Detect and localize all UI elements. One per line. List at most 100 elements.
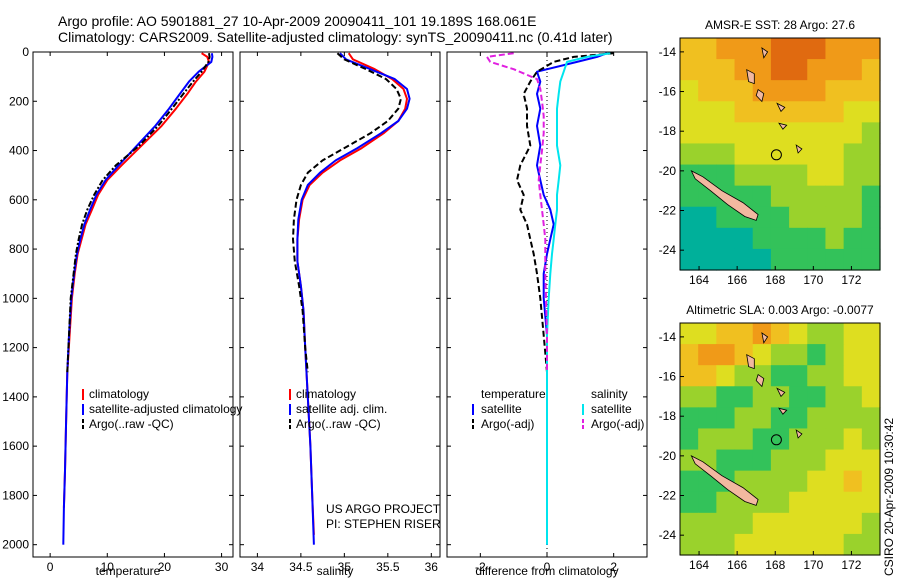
sla_map-cell [807,512,827,535]
sla_map-cell [807,365,827,387]
sla_map-cell [843,533,863,556]
sst_map-cell [861,122,881,145]
sla_map-cell [825,470,845,493]
temperature-legend-entry: satellite-adjusted climatology [89,402,242,416]
sst_map-cell [752,185,772,208]
sla_map-cell [716,449,736,472]
sst_map-cell [734,38,754,60]
sst_map-cell [734,122,754,145]
difference-legend-entry: Argo(-adj) [481,417,534,431]
sla_map-cell [770,512,790,535]
salinity-xtick-label: 35.5 [376,560,400,574]
sst_map-cell [734,248,754,271]
sst_map-cell [698,206,717,229]
sst_map-cell [843,143,863,166]
sla_map-cell [770,470,790,493]
sla_map-cell [861,449,881,472]
sla_map-cell [734,512,754,535]
sst_map-cell [807,164,827,187]
sst_map-cell [825,164,845,187]
sst_map-cell [843,248,863,271]
difference-legend-group-title: temperature [481,387,546,401]
salinity-xtick-label: 35 [338,560,352,574]
sla_map-cell [698,512,717,535]
sla_map-ytick-label: -14 [659,330,677,344]
salinity-xtick-label: 34 [251,560,265,574]
sla_map-cell [680,512,699,535]
sst_map-xtick-label: 164 [689,273,709,287]
sst_map-cell [807,59,827,81]
sst_map-cell [752,227,772,250]
sst_map-cell [843,206,863,229]
sst_map-cell [716,59,736,81]
sla_map-cell [825,428,845,451]
temperature-series-argo [66,53,211,373]
sst_map-cell [734,164,754,187]
sla_map-cell [789,491,808,514]
sla_map-cell [807,449,827,472]
temperature-xtick-label: 20 [158,560,172,574]
sst_map-cell [825,227,845,250]
sst_map-cell [861,206,881,229]
sst_map-cell [861,101,881,123]
sla_map-cell [825,323,845,345]
sla_map-cell [807,533,827,556]
sla_map-cell [807,386,827,408]
sla_map-cell [807,491,827,514]
temperature-xtick-label: 0 [47,560,54,574]
sst_map-cell [770,80,790,102]
difference-legend-entry: satellite [481,402,522,416]
sla_map-cell [734,428,754,451]
sla_map-cell [789,512,808,535]
sst_map-cell [825,122,845,145]
sla_map-cell [825,533,845,556]
difference-series-temp_argo [516,52,614,373]
sst_map-cell [789,80,808,102]
sst_map-cell [698,38,717,60]
sst_map-cell [770,38,790,60]
sla_map-cell [843,491,863,514]
sst_map-title: AMSR-E SST: 28 Argo: 27.6 [705,18,855,32]
depth-tick-label: 1800 [2,488,29,502]
sst_map-cell [807,206,827,229]
sla_map-cell [752,533,772,556]
temperature-legend-entry: climatology [89,387,149,401]
sla_map-frame [679,322,881,556]
sla_map-cell [825,512,845,535]
salinity-frame [239,51,441,558]
difference-series-sal_argo [486,52,548,373]
sla_map-cell [825,344,845,366]
sst_map-cell [807,227,827,250]
sla_map-cell [789,323,808,345]
sla_map-cell [825,449,845,472]
sla_map-cell [843,470,863,493]
sst_map-cell [825,185,845,208]
sst_map-cell [789,206,808,229]
sla_map-cell [861,386,881,408]
sst_map-cell [752,164,772,187]
sla_map-title: Altimetric SLA: 0.003 Argo: -0.0077 [686,303,874,317]
sla_map-cell [752,386,772,408]
sst_map-cell [680,80,699,102]
difference-legend-entry: Argo(-adj) [591,417,644,431]
difference-legend-group-title: salinity [591,387,628,401]
sst_map-xtick-label: 168 [765,273,785,287]
sst_map-cell [680,101,699,123]
sla_map-cell [752,449,772,472]
salinity-series-satellite [296,52,411,545]
sst_map-cell [698,59,717,81]
sst_map-cell [807,122,827,145]
plots: 0 10 20 30temperature0200400600800100012001… [2,18,881,578]
sla_map-cell [716,407,736,430]
sla_map-cell [752,428,772,451]
sst_map-ytick-label: -18 [659,124,677,138]
sst_map-frame [679,37,881,271]
sla_map-cell [716,512,736,535]
sla_map-xtick-label: 170 [803,558,823,572]
sst_map-cell [789,122,808,145]
sst_map-cell [716,101,736,123]
sla_map-cell [680,470,699,493]
sst_map-cell [770,248,790,271]
sla_map-cell [807,470,827,493]
